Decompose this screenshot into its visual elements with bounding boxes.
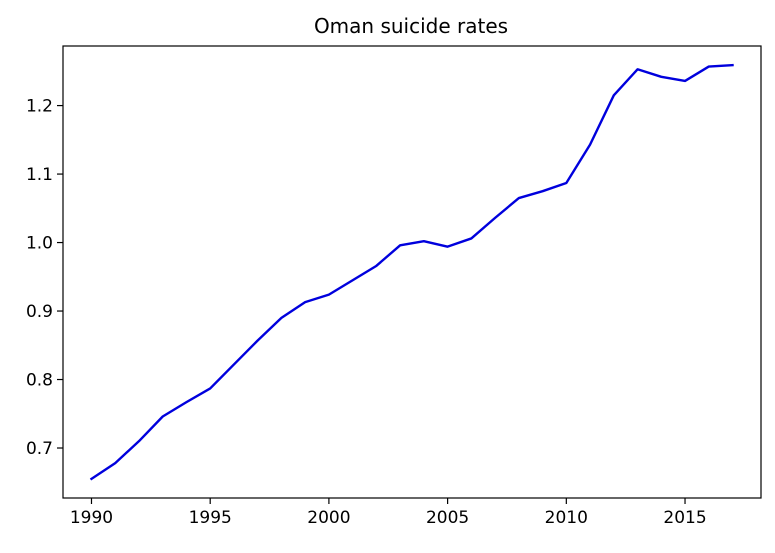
x-tick-label: 2000: [307, 508, 350, 528]
series-layer: [89, 63, 734, 481]
x-tick-label: 1995: [189, 508, 232, 528]
x-tick-label: 2005: [426, 508, 469, 528]
y-axis: 0.7 0.8 0.9 1.0 1.1 1.2: [26, 97, 63, 459]
x-axis: 1990 1995 2000 2005 2010 2015: [70, 498, 707, 528]
series-line: [89, 63, 734, 481]
x-tick-label: 2015: [663, 508, 706, 528]
plot-area-frame: [62, 45, 762, 499]
y-tick-label: 1.0: [26, 234, 53, 254]
x-tick-label: 1990: [70, 508, 113, 528]
x-tick-label: 2010: [545, 508, 588, 528]
y-tick-label: 0.8: [26, 371, 53, 391]
y-tick-label: 1.1: [26, 165, 53, 185]
y-tick-label: 0.7: [26, 439, 53, 459]
chart-title: Oman suicide rates: [314, 14, 508, 38]
y-tick-label: 0.9: [26, 302, 53, 322]
y-tick-label: 1.2: [26, 97, 53, 117]
